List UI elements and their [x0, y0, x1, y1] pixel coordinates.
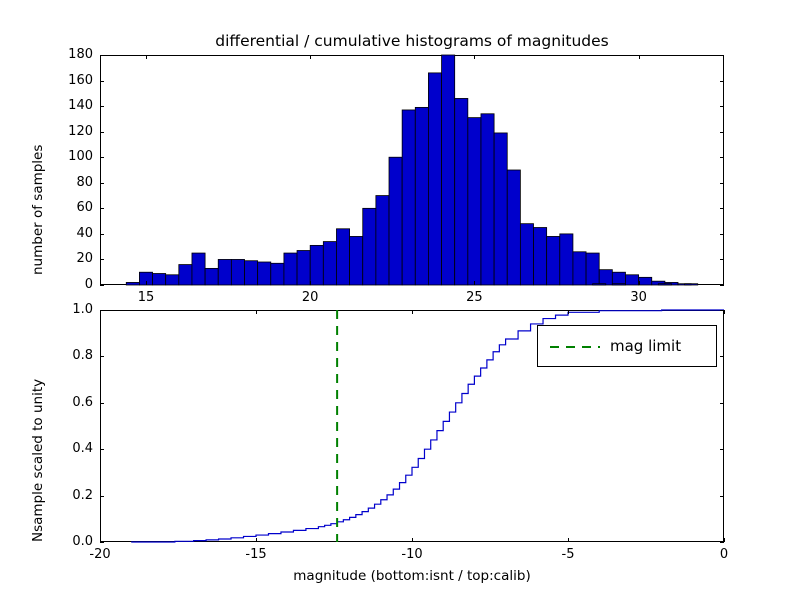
- axis-tick: [720, 55, 724, 56]
- axis-tick-label: -20: [89, 547, 111, 562]
- axis-tick-label: 0.2: [72, 487, 93, 503]
- axis-tick-label: 120: [68, 123, 93, 139]
- axis-tick: [638, 55, 640, 59]
- axis-tick: [100, 208, 104, 210]
- legend-label-mag-limit: mag limit: [610, 337, 682, 355]
- axis-tick: [310, 55, 312, 59]
- axis-tick-label: 40: [76, 225, 93, 241]
- axis-tick: [100, 285, 104, 286]
- legend-box: mag limit: [537, 325, 717, 367]
- axis-tick-label: 140: [68, 98, 93, 114]
- axis-tick-label: -5: [561, 547, 575, 562]
- axis-tick: [720, 542, 724, 543]
- axis-tick: [724, 310, 725, 314]
- axis-tick: [720, 285, 724, 286]
- axis-tick: [100, 356, 104, 358]
- axis-tick: [100, 259, 104, 261]
- axis-tick: [720, 157, 724, 159]
- axis-tick: [100, 131, 104, 133]
- axis-tick: [100, 449, 104, 451]
- axis-tick-label: 0.4: [72, 441, 93, 457]
- axis-tick: [568, 310, 569, 314]
- axis-tick-label: 100: [68, 149, 93, 165]
- bottom-ylabel: Nsample scaled to unity: [30, 378, 46, 542]
- axis-tick-label: 0.8: [72, 348, 93, 364]
- axis-tick: [100, 310, 101, 314]
- axis-tick: [724, 538, 725, 542]
- axis-tick: [474, 281, 476, 285]
- axis-tick: [100, 106, 104, 108]
- histogram-bar: [657, 283, 672, 286]
- axis-tick: [310, 281, 312, 285]
- axis-tick: [720, 259, 724, 261]
- axis-tick: [256, 538, 257, 542]
- axis-tick-label: -10: [401, 547, 423, 562]
- axis-tick: [638, 281, 640, 285]
- histogram-bar: [611, 283, 626, 286]
- axis-tick-label: 0.6: [72, 394, 93, 410]
- axis-tick: [720, 80, 724, 82]
- cumulative-step-line: [131, 309, 724, 543]
- axis-tick: [720, 402, 724, 404]
- histogram-bar: [684, 283, 699, 286]
- axis-tick: [100, 402, 104, 404]
- axis-tick: [474, 55, 476, 59]
- axis-tick: [100, 233, 104, 235]
- axis-tick: [720, 131, 724, 133]
- axis-tick: [720, 182, 724, 184]
- axis-tick: [256, 310, 257, 314]
- axis-tick-label: 80: [76, 174, 93, 190]
- axis-tick-label: 20: [301, 290, 319, 305]
- axis-tick-label: 0: [84, 277, 93, 292]
- axis-tick: [720, 495, 724, 497]
- axis-tick: [720, 106, 724, 108]
- axis-tick-label: 60: [76, 200, 93, 216]
- axis-tick: [720, 208, 724, 210]
- legend-sample-line: [550, 346, 600, 348]
- axis-tick-label: 15: [137, 290, 155, 305]
- axis-tick: [412, 538, 413, 542]
- axis-tick-label: 0: [719, 547, 729, 562]
- axis-tick: [145, 55, 147, 59]
- axis-tick: [100, 495, 104, 497]
- axis-tick: [568, 538, 569, 542]
- axis-tick-label: 25: [466, 290, 483, 305]
- axis-tick-label: 180: [68, 47, 93, 62]
- axis-tick-label: 30: [630, 290, 647, 305]
- axis-tick: [720, 449, 724, 451]
- axis-tick: [720, 233, 724, 235]
- bottom-xlabel: magnitude (bottom:isnt / top:calib): [293, 568, 531, 584]
- axis-tick: [100, 55, 104, 56]
- axis-tick: [100, 80, 104, 82]
- axis-tick: [100, 542, 104, 543]
- axis-tick-label: 1.0: [72, 302, 93, 317]
- axis-tick: [100, 182, 104, 184]
- axis-tick: [145, 281, 147, 285]
- axis-tick: [720, 356, 724, 358]
- axis-tick: [100, 538, 101, 542]
- axis-tick: [100, 310, 104, 311]
- axis-tick-label: 20: [76, 251, 93, 267]
- axis-tick: [412, 310, 413, 314]
- axis-tick-label: 0.0: [72, 534, 93, 549]
- axis-tick-label: 160: [68, 72, 93, 88]
- axis-tick: [720, 310, 724, 311]
- chart-title: differential / cumulative histograms of …: [215, 32, 609, 50]
- axis-tick-label: -15: [245, 547, 267, 562]
- axis-tick: [100, 157, 104, 159]
- histogram-bar: [592, 283, 607, 286]
